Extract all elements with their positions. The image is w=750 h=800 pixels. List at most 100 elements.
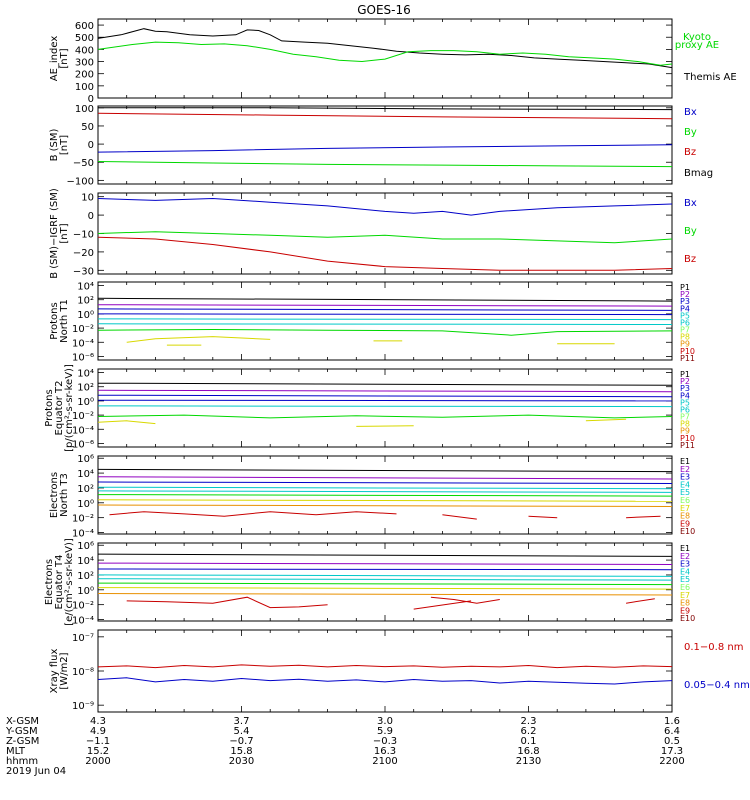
series-line (97, 490, 673, 493)
series-line (97, 297, 673, 302)
y-tick-label: −20 (73, 248, 94, 259)
y-tick-label: 0 (88, 211, 94, 222)
x-column-value: 15.8 (230, 746, 252, 757)
series-line (356, 425, 414, 427)
y-tick-label: 0 (88, 140, 94, 151)
legend-entry: E4 (680, 480, 690, 489)
x-column-value: 5.9 (377, 726, 393, 737)
panel-frame (97, 629, 673, 713)
legend-entry: E7 (680, 504, 690, 513)
legend-entry: E5 (680, 575, 690, 584)
y-axis-label: Protons (44, 389, 55, 426)
legend-entry: Kyoto (683, 32, 711, 43)
y-tick-label: 10⁻⁴ (72, 616, 94, 627)
legend-entry: P2 (680, 290, 690, 299)
legend-entry: Bx (684, 198, 697, 209)
y-tick-label: 10⁴ (77, 369, 94, 380)
x-column-value: 16.8 (517, 746, 539, 757)
x-row-label: hhmm (6, 756, 38, 767)
y-tick-label: 0 (88, 94, 94, 105)
legend-entry: P5 (680, 398, 690, 407)
y-tick-label: 10 (81, 193, 94, 204)
y-axis-label: [nT] (59, 135, 70, 155)
series-line (97, 308, 673, 311)
y-tick-label: 10⁻⁴ (72, 425, 94, 436)
panel-8: 10⁻⁷ 10⁻⁸ 10⁻⁹ Xray flux [W/m2] 0.1−0.8 nm 0.0… (49, 629, 750, 713)
x-row-label: 2019 Jun 04 (6, 766, 66, 777)
series-line (97, 323, 673, 325)
x-column-value: 3.0 (377, 716, 393, 727)
series-line (97, 562, 673, 565)
series-line (97, 389, 673, 393)
legend-entry: P9 (680, 340, 690, 349)
legend-entry: P8 (680, 420, 690, 429)
y-axis-label: Equator T2 (54, 381, 65, 436)
x-row-label: MLT (6, 746, 26, 757)
legend-entry: Bmag (684, 168, 713, 179)
series-line (97, 414, 673, 419)
legend-entry: P10 (680, 434, 695, 443)
x-column-value: 2000 (85, 756, 110, 767)
y-tick-label: 400 (75, 45, 94, 56)
legend-entry: E1 (680, 544, 690, 553)
series-line (97, 394, 673, 398)
x-row-label: Z-GSM (6, 736, 39, 747)
x-column-value: 2100 (372, 756, 397, 767)
legend-entry: E1 (680, 457, 690, 466)
series-line (97, 304, 673, 307)
y-tick-label: 500 (75, 33, 94, 44)
x-row-label: Y-GSM (5, 726, 38, 737)
y-tick-label: 10⁰ (77, 499, 94, 510)
legend-entry: By (684, 226, 697, 237)
y-axis-label: Electrons (49, 472, 60, 518)
y-tick-label: 10² (77, 296, 94, 307)
series-line (126, 336, 271, 343)
legend-entry: E2 (680, 465, 690, 474)
legend-entry: E3 (680, 560, 690, 569)
y-tick-label: 10⁻² (72, 324, 94, 335)
legend-entry: P5 (680, 311, 690, 320)
y-tick-label: 10⁻⁷ (72, 633, 94, 644)
legend-entry: E7 (680, 591, 690, 600)
series-line (585, 418, 627, 422)
x-column-value: 2130 (516, 756, 541, 767)
y-tick-label: −30 (73, 266, 94, 277)
y-tick-label: 10⁻⁴ (72, 338, 94, 349)
legend-entry: P7 (680, 413, 690, 422)
series-line (97, 236, 673, 271)
y-tick-label: 10⁶ (77, 541, 94, 552)
y-tick-label: 10² (77, 484, 94, 495)
series-line (97, 664, 673, 669)
y-axis-label: North T3 (59, 473, 70, 517)
x-column-value: 6.4 (664, 726, 680, 737)
y-axis-label: B (SM)−IGRF (SM) (49, 188, 60, 279)
x-column-value: −1.1 (86, 736, 110, 747)
x-column-value: 0.5 (664, 736, 680, 747)
x-column-value: 3.7 (234, 716, 250, 727)
y-tick-label: −10 (73, 230, 94, 241)
legend-entry: E4 (680, 567, 690, 576)
y-tick-label: 10² (77, 571, 94, 582)
legend-entry: P11 (680, 354, 695, 363)
legend-entry: P4 (680, 304, 690, 313)
y-tick-label: 10⁴ (77, 282, 94, 293)
series-line (97, 568, 673, 571)
legend-entry: E8 (680, 599, 690, 608)
series-line (97, 197, 673, 216)
series-line (97, 677, 673, 685)
series-line (97, 578, 673, 581)
legend-entry: Bx (684, 107, 697, 118)
series-line (97, 553, 673, 557)
y-axis-label: [e/(cm²-s-sr-keV)] (64, 538, 75, 626)
legend-entry: P8 (680, 333, 690, 342)
y-tick-label: 50 (81, 122, 94, 133)
y-tick-label: 10⁶ (77, 454, 94, 465)
x-row-label: X-GSM (6, 716, 39, 727)
series-line (97, 382, 673, 386)
legend-entry: E6 (680, 583, 690, 592)
y-tick-label: 200 (75, 70, 94, 81)
